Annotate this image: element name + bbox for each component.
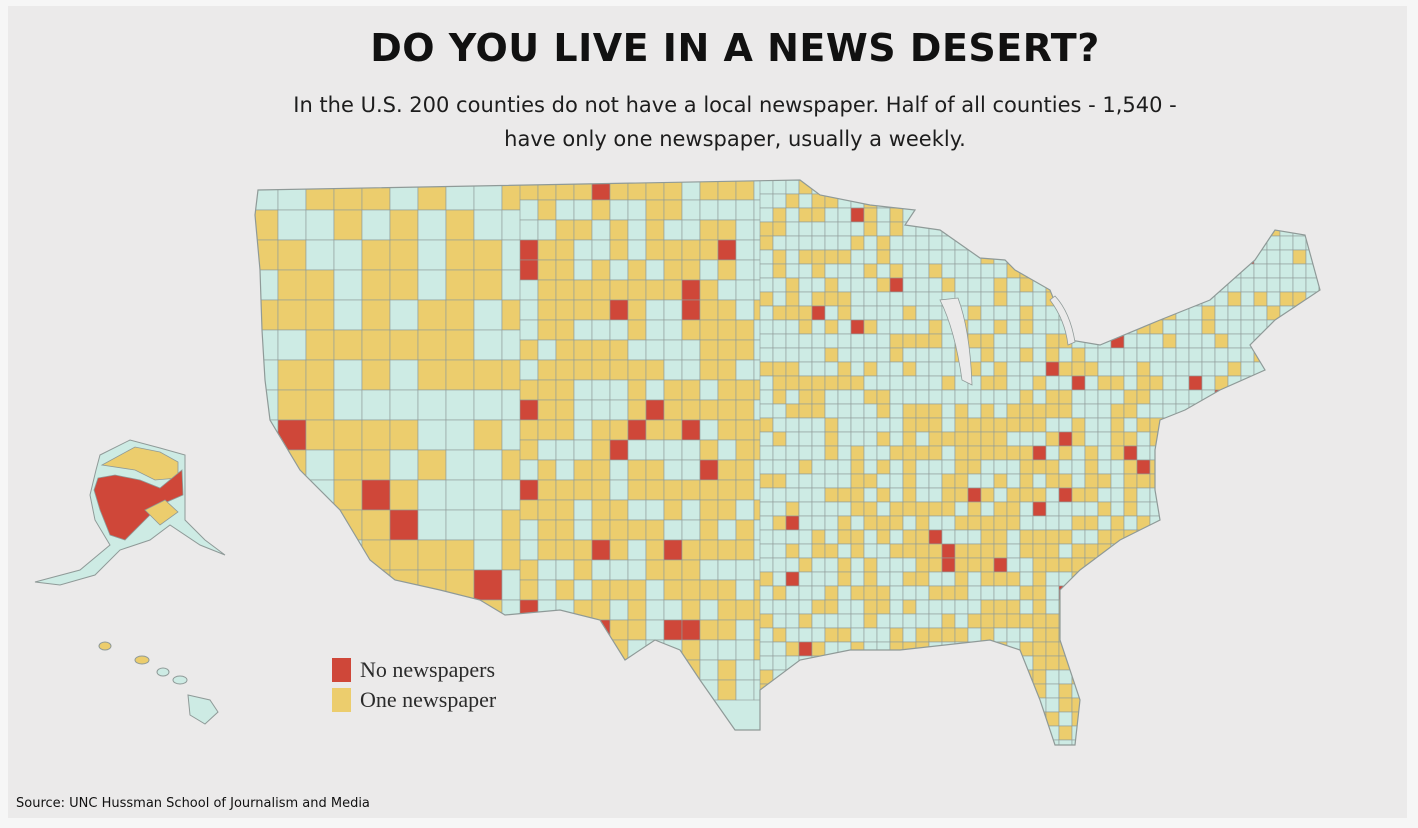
lake-huron — [1049, 295, 1076, 346]
legend-label: One newspaper — [360, 687, 497, 712]
hawaii — [98, 641, 219, 725]
legend-item-one-newspaper: One newspaper — [332, 685, 496, 715]
map-title: DO YOU LIVE IN A NEWS DESERT? — [370, 26, 1100, 70]
legend-label: No newspapers — [360, 657, 496, 682]
alaska — [34, 439, 226, 586]
source-note: Source: UNC Hussman School of Journalism… — [16, 796, 370, 811]
legend-swatch-red — [332, 658, 351, 682]
legend-swatch-yellow — [332, 688, 351, 712]
map-legend: No newspapers One newspaper — [332, 655, 496, 715]
map-subtitle: In the U.S. 200 counties do not have a l… — [200, 88, 1270, 156]
lake-michigan — [939, 297, 973, 386]
subtitle-line-1: In the U.S. 200 counties do not have a l… — [293, 93, 1177, 117]
legend-item-no-newspapers: No newspapers — [332, 655, 496, 685]
subtitle-line-2: have only one newspaper, usually a weekl… — [504, 127, 966, 151]
